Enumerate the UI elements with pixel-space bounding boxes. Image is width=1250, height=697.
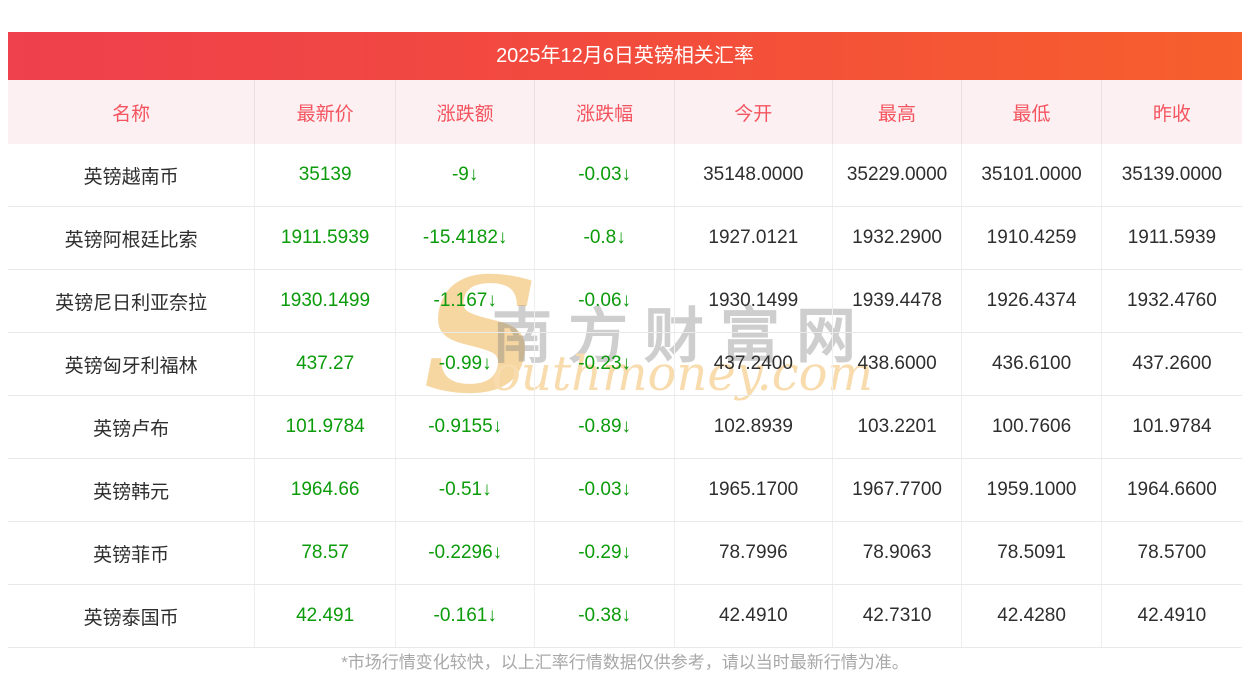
cell-latest-price: 437.27 xyxy=(254,332,396,396)
table-row: 英镑卢布 101.9784 -0.9155↓ -0.89↓ 102.8939 1… xyxy=(8,395,1242,459)
cell-pair-name: 英镑菲币 xyxy=(8,521,256,585)
cell-latest-price: 42.491 xyxy=(254,584,396,648)
cell-change-percent: -0.03↓ xyxy=(534,458,675,522)
cell-latest-price: 35139 xyxy=(254,144,396,207)
cell-low: 42.4280 xyxy=(961,584,1102,648)
cell-high: 35229.0000 xyxy=(832,144,963,207)
table-row: 英镑越南币 35139 -9↓ -0.03↓ 35148.0000 35229.… xyxy=(8,144,1242,207)
cell-prev-close: 35139.0000 xyxy=(1101,144,1242,207)
rates-table-container: 2025年12月6日英镑相关汇率 名称 最新价 涨跌额 涨跌幅 今开 最高 最低… xyxy=(8,32,1242,648)
table-row: 英镑韩元 1964.66 -0.51↓ -0.03↓ 1965.1700 196… xyxy=(8,458,1242,522)
cell-high: 103.2201 xyxy=(832,395,963,459)
cell-low: 1959.1000 xyxy=(961,458,1102,522)
cell-prev-close: 1932.4760 xyxy=(1101,269,1242,333)
cell-latest-price: 1930.1499 xyxy=(254,269,396,333)
cell-high: 78.9063 xyxy=(832,521,963,585)
column-header-low: 最低 xyxy=(961,80,1102,144)
column-header-prev-close: 昨收 xyxy=(1101,80,1242,144)
cell-prev-close: 437.2600 xyxy=(1101,332,1242,396)
cell-pair-name: 英镑尼日利亚奈拉 xyxy=(8,269,256,333)
cell-pair-name: 英镑越南币 xyxy=(8,144,256,207)
cell-latest-price: 101.9784 xyxy=(254,395,396,459)
cell-open: 437.2400 xyxy=(674,332,833,396)
cell-latest-price: 1911.5939 xyxy=(254,206,396,270)
table-row: 英镑尼日利亚奈拉 1930.1499 -1.167↓ -0.06↓ 1930.1… xyxy=(8,269,1242,333)
cell-prev-close: 101.9784 xyxy=(1101,395,1242,459)
cell-change-percent: -0.29↓ xyxy=(534,521,675,585)
column-header-high: 最高 xyxy=(832,80,963,144)
cell-change-percent: -0.89↓ xyxy=(534,395,675,459)
cell-prev-close: 1964.6600 xyxy=(1101,458,1242,522)
rates-table-body: 英镑越南币 35139 -9↓ -0.03↓ 35148.0000 35229.… xyxy=(8,144,1242,648)
cell-open: 35148.0000 xyxy=(674,144,833,207)
cell-pair-name: 英镑韩元 xyxy=(8,458,256,522)
cell-open: 1930.1499 xyxy=(674,269,833,333)
cell-latest-price: 78.57 xyxy=(254,521,396,585)
cell-low: 436.6100 xyxy=(961,332,1102,396)
column-header-change-pct: 涨跌幅 xyxy=(534,80,675,144)
cell-prev-close: 78.5700 xyxy=(1101,521,1242,585)
cell-open: 42.4910 xyxy=(674,584,833,648)
table-row: 英镑菲币 78.57 -0.2296↓ -0.29↓ 78.7996 78.90… xyxy=(8,521,1242,585)
cell-open: 78.7996 xyxy=(674,521,833,585)
page-title: 2025年12月6日英镑相关汇率 xyxy=(8,32,1242,80)
rates-table: 名称 最新价 涨跌额 涨跌幅 今开 最高 最低 昨收 英镑越南币 35139 -… xyxy=(8,80,1242,648)
column-header-latest: 最新价 xyxy=(254,80,396,144)
cell-change-amount: -0.99↓ xyxy=(395,332,536,396)
cell-change-amount: -9↓ xyxy=(395,144,536,207)
cell-change-percent: -0.03↓ xyxy=(534,144,675,207)
cell-latest-price: 1964.66 xyxy=(254,458,396,522)
cell-low: 78.5091 xyxy=(961,521,1102,585)
cell-open: 1965.1700 xyxy=(674,458,833,522)
column-header-change: 涨跌额 xyxy=(395,80,536,144)
cell-change-percent: -0.06↓ xyxy=(534,269,675,333)
cell-low: 1926.4374 xyxy=(961,269,1102,333)
cell-change-amount: -0.161↓ xyxy=(395,584,536,648)
cell-open: 102.8939 xyxy=(674,395,833,459)
cell-prev-close: 1911.5939 xyxy=(1101,206,1242,270)
cell-pair-name: 英镑卢布 xyxy=(8,395,256,459)
cell-high: 42.7310 xyxy=(832,584,963,648)
table-row: 英镑泰国币 42.491 -0.161↓ -0.38↓ 42.4910 42.7… xyxy=(8,584,1242,648)
cell-low: 1910.4259 xyxy=(961,206,1102,270)
column-header-name: 名称 xyxy=(8,80,256,144)
disclaimer-text: *市场行情变化较快，以上汇率行情数据仅供参考，请以当时最新行情为准。 xyxy=(341,653,909,672)
cell-change-amount: -15.4182↓ xyxy=(395,206,536,270)
column-header-open: 今开 xyxy=(674,80,833,144)
cell-change-percent: -0.38↓ xyxy=(534,584,675,648)
table-row: 英镑阿根廷比索 1911.5939 -15.4182↓ -0.8↓ 1927.0… xyxy=(8,206,1242,270)
table-row: 英镑匈牙利福林 437.27 -0.99↓ -0.23↓ 437.2400 43… xyxy=(8,332,1242,396)
cell-pair-name: 英镑匈牙利福林 xyxy=(8,332,256,396)
cell-high: 1932.2900 xyxy=(832,206,963,270)
cell-change-amount: -1.167↓ xyxy=(395,269,536,333)
cell-high: 438.6000 xyxy=(832,332,963,396)
cell-change-amount: -0.9155↓ xyxy=(395,395,536,459)
cell-change-percent: -0.8↓ xyxy=(534,206,675,270)
cell-high: 1967.7700 xyxy=(832,458,963,522)
table-header-row: 名称 最新价 涨跌额 涨跌幅 今开 最高 最低 昨收 xyxy=(8,80,1242,144)
cell-pair-name: 英镑泰国币 xyxy=(8,584,256,648)
cell-open: 1927.0121 xyxy=(674,206,833,270)
cell-change-percent: -0.23↓ xyxy=(534,332,675,396)
cell-high: 1939.4478 xyxy=(832,269,963,333)
cell-low: 35101.0000 xyxy=(961,144,1102,207)
cell-prev-close: 42.4910 xyxy=(1101,584,1242,648)
cell-low: 100.7606 xyxy=(961,395,1102,459)
cell-change-amount: -0.2296↓ xyxy=(395,521,536,585)
cell-pair-name: 英镑阿根廷比索 xyxy=(8,206,256,270)
cell-change-amount: -0.51↓ xyxy=(395,458,536,522)
